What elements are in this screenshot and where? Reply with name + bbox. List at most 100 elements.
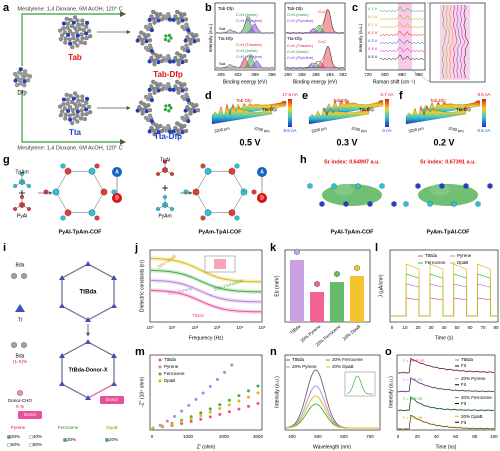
label: 600 [340,434,348,439]
atom [64,16,69,21]
label: Time (s) [435,335,453,341]
atom [63,40,68,45]
label: 290 [284,72,292,77]
point [227,398,231,402]
atom [72,40,77,45]
label: 288 [298,72,306,77]
label: 3200 μm [311,125,328,133]
label: 30 [428,325,434,330]
legend-swatch [158,358,162,362]
atom [185,105,190,110]
label: 40% [33,434,42,439]
node [110,353,117,358]
panel-label: b [205,2,212,14]
atom [135,38,140,43]
zoom-guide [411,2,431,83]
ring [27,183,31,189]
ring [439,183,445,189]
label: 40 [441,325,447,330]
label: Pyrene [164,364,179,369]
atom [144,39,149,44]
panel-label: n [270,346,277,358]
atom [84,35,89,41]
raman-zoom [452,4,458,79]
decay-data [397,357,495,374]
label: Dielectric constants (εr) [139,260,145,312]
ring [391,201,397,207]
linker [61,263,89,279]
checkbox [63,438,67,442]
label: C=N (Imine) [287,12,309,17]
decay-fit [398,358,494,374]
atom [72,15,78,20]
band [151,278,261,304]
atom [178,81,183,86]
label: 3200 μm [408,125,425,133]
ring [228,209,236,217]
point [237,399,241,403]
atom [61,102,66,107]
ring [415,183,421,189]
point [161,424,165,428]
ring [403,201,409,207]
point [218,403,222,407]
label: 0.4 V [368,46,378,51]
label: Wavelength (nm) [313,444,351,450]
label: 0.0 V [368,14,378,19]
ring [355,183,361,189]
label: 10² [192,325,199,330]
label: 0.3 V [336,137,357,147]
atom [184,22,189,27]
panel-label: o [385,346,392,358]
atom [143,115,149,120]
point [165,419,169,423]
label: 0.2 V [433,137,454,147]
atom [143,24,149,29]
atom [75,119,80,124]
ring [234,163,240,169]
atom [88,110,93,115]
ring [60,215,66,221]
atom [147,22,153,27]
label: TtBda [292,357,305,362]
label: Raman shift (cm⁻¹) [373,79,416,85]
atom [84,111,89,117]
atom [195,38,201,43]
role-marker [112,193,122,203]
label: TtBda-Donor-X [68,367,107,373]
panel-label: i [3,242,6,254]
ring [60,163,66,169]
label: TtBda [192,313,205,318]
panel-label: j [134,242,138,254]
label: -Z'' (10⁴ ohm) [139,377,145,408]
panel-label: l [375,242,378,254]
atom [195,108,201,113]
label: 60 [453,434,459,439]
label: X % [16,404,24,409]
atom [188,111,193,116]
linker [87,305,115,321]
atom [83,31,89,36]
label: C=N (Pyridine) [287,55,314,60]
atom [182,123,187,129]
panel-label: e [302,90,308,102]
node [15,304,25,312]
raman-spectrum [379,6,425,12]
axes-frame [389,249,499,323]
bar [350,276,364,322]
decay-fit [398,396,494,411]
atom [62,106,68,111]
atom [63,112,68,117]
label: C=N (Imine) [287,49,309,54]
label: 80% [33,442,42,447]
label: DpaB [106,425,117,430]
point [187,403,191,407]
band [151,256,261,284]
label: Intensity (a.u.) [274,376,280,408]
spectrum [215,54,275,69]
label: 20% DpaB [332,364,354,369]
atom [158,123,163,129]
atom [180,59,185,65]
point [218,407,222,411]
label: 80 [493,325,499,330]
